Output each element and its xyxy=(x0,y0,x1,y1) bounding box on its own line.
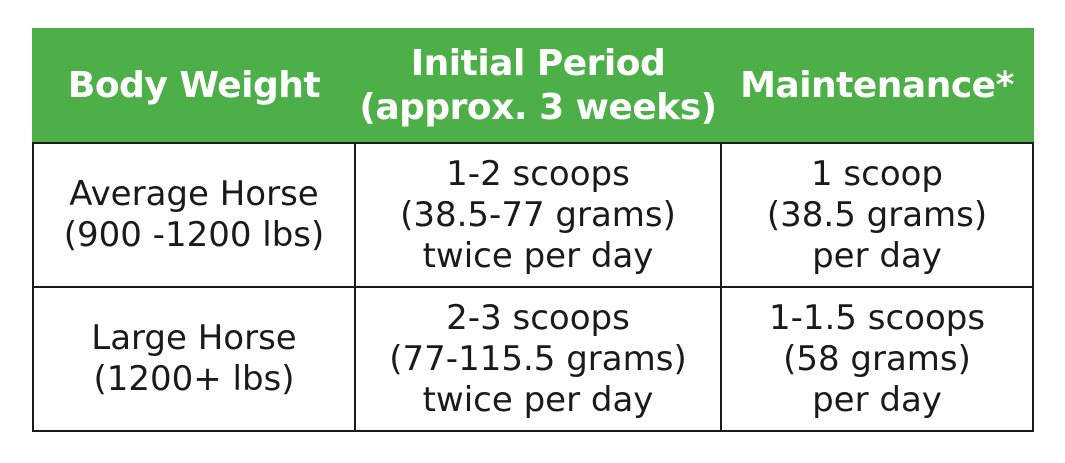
maintenance-frequency: per day xyxy=(812,379,942,420)
header-maintenance-label: Maintenance* xyxy=(740,65,1014,106)
initial-dose-cell: 2-3 scoops (77-115.5 grams) twice per da… xyxy=(354,286,722,432)
weight-range: (1200+ lbs) xyxy=(93,359,295,399)
maintenance-grams: (38.5 grams) xyxy=(766,194,988,235)
table-row: Large Horse (1200+ lbs) 2-3 scoops (77-1… xyxy=(32,286,1034,432)
maintenance-frequency: per day xyxy=(812,235,942,276)
table-row: Average Horse (900 -1200 lbs) 1-2 scoops… xyxy=(32,142,1034,288)
header-row: Body Weight Initial Period (approx. 3 we… xyxy=(32,28,1034,144)
maintenance-scoops: 1-1.5 scoops xyxy=(768,297,986,338)
weight-class-label: Large Horse xyxy=(91,318,297,358)
initial-frequency: twice per day xyxy=(422,235,654,276)
weight-cell: Average Horse (900 -1200 lbs) xyxy=(32,142,356,288)
header-maintenance: Maintenance* xyxy=(720,28,1034,144)
dosage-table: Body Weight Initial Period (approx. 3 we… xyxy=(32,28,1034,432)
header-body-weight: Body Weight xyxy=(32,28,356,144)
weight-class-label: Average Horse xyxy=(69,174,319,214)
maintenance-dose-cell: 1 scoop (38.5 grams) per day xyxy=(720,142,1034,288)
maintenance-grams: (58 grams) xyxy=(783,338,971,379)
header-initial-period: Initial Period (approx. 3 weeks) xyxy=(354,28,722,144)
weight-cell: Large Horse (1200+ lbs) xyxy=(32,286,356,432)
header-initial-period-note: (approx. 3 weeks) xyxy=(359,87,717,128)
maintenance-scoops: 1 scoop xyxy=(810,153,944,194)
initial-dose-cell: 1-2 scoops (38.5-77 grams) twice per day xyxy=(354,142,722,288)
initial-frequency: twice per day xyxy=(422,379,654,420)
table-header: Body Weight Initial Period (approx. 3 we… xyxy=(32,28,1034,144)
initial-scoops: 2-3 scoops xyxy=(446,297,630,338)
maintenance-dose-cell: 1-1.5 scoops (58 grams) per day xyxy=(720,286,1034,432)
initial-grams: (38.5-77 grams) xyxy=(400,194,676,235)
header-initial-period-label: Initial Period xyxy=(410,43,666,84)
table-body: Average Horse (900 -1200 lbs) 1-2 scoops… xyxy=(32,142,1034,432)
header-body-weight-label: Body Weight xyxy=(67,65,321,106)
initial-scoops: 1-2 scoops xyxy=(446,153,630,194)
weight-range: (900 -1200 lbs) xyxy=(63,215,325,255)
initial-grams: (77-115.5 grams) xyxy=(389,338,687,379)
